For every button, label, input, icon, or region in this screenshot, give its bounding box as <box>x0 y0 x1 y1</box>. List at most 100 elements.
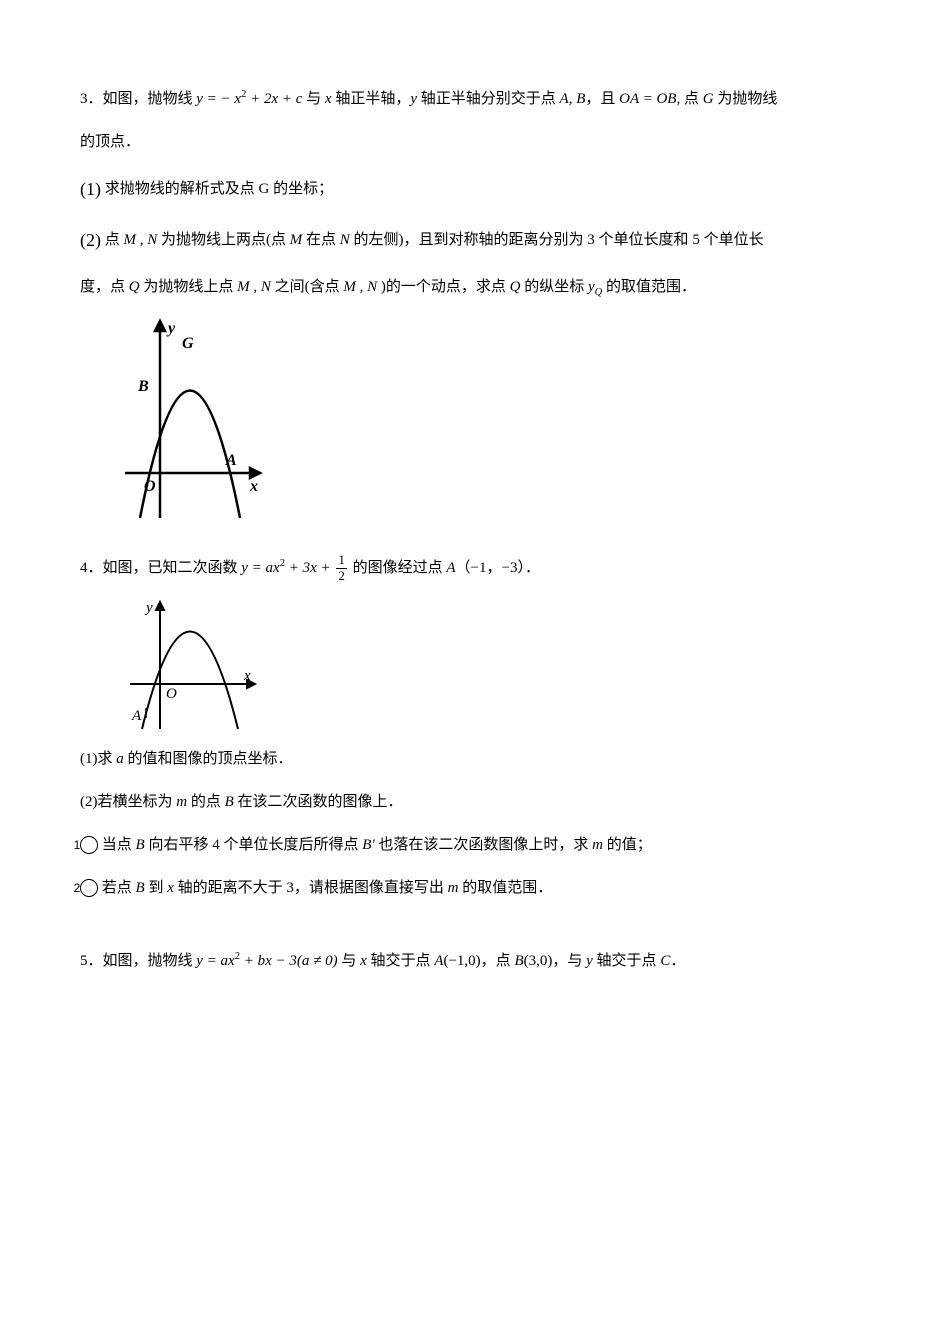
p3-mid1: 与 <box>306 91 325 107</box>
p3-five: 5 <box>692 232 700 248</box>
fig3-G: G <box>182 335 194 352</box>
p3-q2c: 为抛物线上两点(点 <box>157 232 290 248</box>
p4-Bp: B′ <box>362 837 374 853</box>
p3-l3d: )的一个动点，求点 <box>377 279 510 295</box>
p5-lead: 5．如图，抛物线 <box>80 953 196 969</box>
problem-3-line1: 3．如图，抛物线 y = − x2 + 2x + c 与 x 轴正半轴，y 轴正… <box>80 80 870 119</box>
fig3-O: O <box>144 478 156 495</box>
p4-mid1: 的图像经过点 <box>349 560 447 576</box>
p4-c2lead: 若点 <box>98 880 136 896</box>
p3-q2g: 个单位长 <box>700 232 764 248</box>
p4-A: A <box>446 560 455 576</box>
p5-comma: ，点 <box>481 953 515 969</box>
p3-q2b: 点 <box>101 232 124 248</box>
p3-eq-main: y = − x <box>196 91 241 107</box>
p3-q2d: 在点 <box>302 232 340 248</box>
p3-q1-text: 求抛物线的解析式及点 G 的坐标； <box>101 181 333 197</box>
problem-3-q2-l2: 度，点 Q 为抛物线上点 M , N 之间(含点 M , N )的一个动点，求点… <box>80 268 870 307</box>
p5-mid4: 轴交于点 <box>593 953 661 969</box>
p3-q1-num: (1) <box>80 166 101 213</box>
p5-x: x <box>360 953 367 969</box>
p4-eq2: + 3x + <box>285 560 334 576</box>
fig3-x: x <box>249 478 258 495</box>
p5-eq1: y = ax <box>196 953 234 969</box>
p3-mid2: 轴正半轴， <box>332 91 411 107</box>
p3-mid5: 点 <box>684 91 703 107</box>
fig4-O: O <box>166 686 177 702</box>
problem-4-q2: (2)若横坐标为 m 的点 B 在该二次函数的图像上． <box>80 783 870 822</box>
p4-q2c: 在该二次函数的图像上． <box>234 794 403 810</box>
fig3-A: A <box>225 452 237 469</box>
p4-q2b: 的点 <box>187 794 225 810</box>
figure-3: y G B O A x <box>120 313 270 523</box>
p3-l3b: 为抛物线上点 <box>140 279 238 295</box>
p5-paren: (a ≠ 0) <box>297 953 338 969</box>
p3-lead: 3．如图，抛物线 <box>80 91 193 107</box>
p4-x: x <box>167 880 174 896</box>
p3-yQ: yQ <box>588 279 602 295</box>
p4-c1c: 也落在该二次函数图像上时，求 <box>375 837 593 853</box>
p4-B2: B <box>136 837 145 853</box>
figure-4: y O x A <box>120 594 270 734</box>
p3-MN2: M , N <box>237 279 271 295</box>
problem-4-c2: 2 若点 B 到 x 轴的距离不大于 3，请根据图像直接写出 m 的取值范围． <box>80 869 870 908</box>
p5-Bpt: (3,0) <box>524 953 553 969</box>
p5-Apt: (−1,0) <box>443 953 480 969</box>
p3-mid4: ，且 <box>585 91 619 107</box>
p4-q1b: 的值和图像的顶点坐标． <box>124 751 293 767</box>
p4-a: a <box>116 751 124 767</box>
p4-lead: 4．如图，已知二次函数 <box>80 560 241 576</box>
p3-M: M <box>290 232 303 248</box>
p4-q2: (2)若横坐标为 <box>80 794 176 810</box>
p4-c1b: 向右平移 4 个单位长度后所得点 <box>145 837 363 853</box>
p4-m2: m <box>592 837 603 853</box>
fig3-B: B <box>137 378 149 395</box>
p5-period: ． <box>670 953 685 969</box>
fig4-x: x <box>243 668 251 684</box>
p4-c2b: 到 <box>145 880 168 896</box>
p5-eq2: + bx − 3 <box>240 953 297 969</box>
p4-frac: 12 <box>336 553 347 583</box>
p5-mid2: 轴交于点 <box>367 953 435 969</box>
p3-q2-num: (2) <box>80 217 101 264</box>
p3-l3c: 之间(含点 <box>271 279 344 295</box>
p5-y: y <box>586 953 593 969</box>
circled-1-icon: 1 <box>80 836 98 854</box>
p5-mid1: 与 <box>338 953 361 969</box>
p3-G: G <box>703 91 714 107</box>
p4-q1: (1)求 <box>80 751 116 767</box>
p4-eq1: y = ax <box>241 560 279 576</box>
p3-OAOB: OA = OB, <box>619 91 684 107</box>
p3-y: y <box>410 91 417 107</box>
problem-3-line2: 的顶点． <box>80 123 870 162</box>
p3-Q1: Q <box>129 279 140 295</box>
p4-pt: （−1，−3）． <box>456 560 540 576</box>
p3-AB: A, B <box>560 91 586 107</box>
problem-3-q1: (1) 求抛物线的解析式及点 G 的坐标； <box>80 166 870 213</box>
problem-3-q2-l1: (2) 点 M , N 为抛物线上两点(点 M 在点 N 的左侧)，且到对称轴的… <box>80 217 870 264</box>
p4-c1lead: 当点 <box>98 837 136 853</box>
p3-q2e: 的左侧)，且到对称轴的距离分别为 <box>350 232 588 248</box>
p3-mid3: 轴正半轴分别交于点 <box>417 91 560 107</box>
p5-C: C <box>660 953 670 969</box>
problem-4-c1: 1 当点 B 向右平移 4 个单位长度后所得点 B′ 也落在该二次函数图像上时，… <box>80 826 870 865</box>
p3-x: x <box>325 91 332 107</box>
problem-5-line1: 5．如图，抛物线 y = ax2 + bx − 3(a ≠ 0) 与 x 轴交于… <box>80 942 870 981</box>
p4-m3: m <box>448 880 459 896</box>
p3-three: 3 <box>587 232 595 248</box>
p4-m: m <box>176 794 187 810</box>
p3-l3a: 度，点 <box>80 279 129 295</box>
p4-B3: B <box>136 880 145 896</box>
p3-MN3: M , N <box>343 279 377 295</box>
p4-c2d: 的取值范围． <box>458 880 552 896</box>
p4-B: B <box>225 794 234 810</box>
p3-l3e: 的纵坐标 <box>520 279 588 295</box>
p5-mid3: ，与 <box>552 953 586 969</box>
problem-4-q1: (1)求 a 的值和图像的顶点坐标． <box>80 740 870 779</box>
p3-Q2: Q <box>510 279 521 295</box>
p3-q2f: 个单位长度和 <box>595 232 693 248</box>
p3-N: N <box>340 232 350 248</box>
p5-Blabel: B <box>514 953 523 969</box>
p3-l3f: 的取值范围． <box>602 279 696 295</box>
p4-c2c: 轴的距离不大于 3，请根据图像直接写出 <box>174 880 448 896</box>
